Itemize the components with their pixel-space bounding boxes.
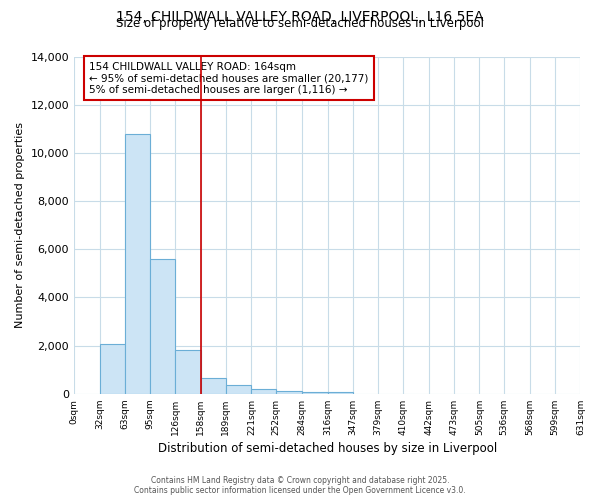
- Bar: [201, 378, 226, 394]
- X-axis label: Distribution of semi-detached houses by size in Liverpool: Distribution of semi-detached houses by …: [158, 442, 497, 455]
- Bar: [175, 350, 201, 394]
- Y-axis label: Number of semi-detached properties: Number of semi-detached properties: [15, 122, 25, 328]
- Text: Size of property relative to semi-detached houses in Liverpool: Size of property relative to semi-detach…: [116, 18, 484, 30]
- Bar: [302, 392, 328, 394]
- Bar: [277, 391, 302, 394]
- Bar: [125, 134, 150, 394]
- Text: 154, CHILDWALL VALLEY ROAD, LIVERPOOL, L16 5EA: 154, CHILDWALL VALLEY ROAD, LIVERPOOL, L…: [116, 10, 484, 24]
- Text: 154 CHILDWALL VALLEY ROAD: 164sqm
← 95% of semi-detached houses are smaller (20,: 154 CHILDWALL VALLEY ROAD: 164sqm ← 95% …: [89, 62, 368, 95]
- Bar: [100, 344, 125, 394]
- Bar: [328, 392, 353, 394]
- Bar: [226, 386, 251, 394]
- Bar: [251, 389, 277, 394]
- Text: Contains HM Land Registry data © Crown copyright and database right 2025.
Contai: Contains HM Land Registry data © Crown c…: [134, 476, 466, 495]
- Bar: [150, 259, 175, 394]
